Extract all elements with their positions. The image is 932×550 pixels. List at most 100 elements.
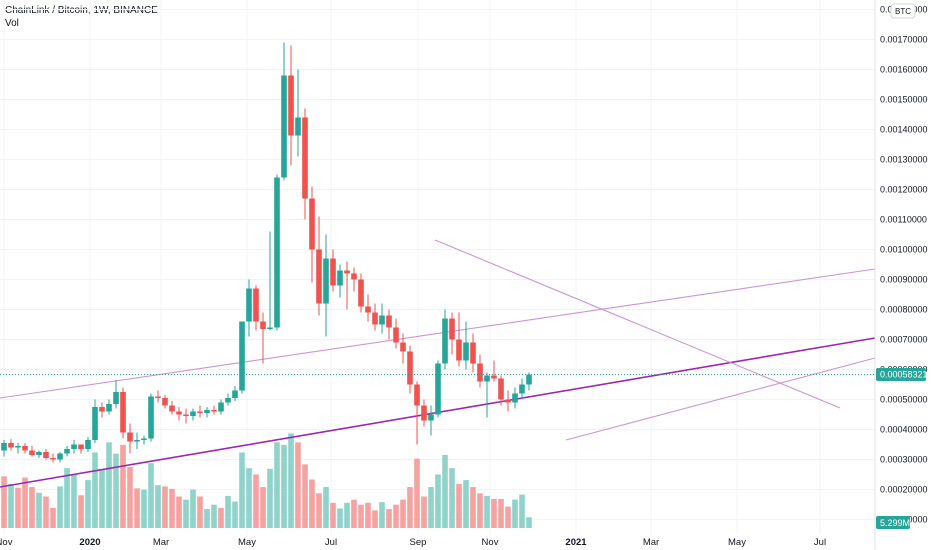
candle-body [281, 75, 287, 178]
candle-body [372, 312, 378, 325]
candle-body [456, 339, 462, 361]
last-price-tag: 0.00058321 [876, 368, 928, 382]
volume-bar [78, 495, 84, 528]
volume-value: 5.299M [880, 518, 910, 528]
candle-body [176, 411, 182, 415]
candle-body [498, 378, 504, 400]
price-tick-label: 0.00140000 [880, 125, 928, 135]
volume-bar [393, 504, 399, 528]
candle-body [8, 443, 14, 448]
volume-bar [428, 487, 434, 528]
volume-bar [50, 507, 56, 528]
volume-bar [211, 504, 217, 528]
candle-body [15, 446, 21, 448]
volume-bar [239, 452, 245, 528]
candle-body [64, 449, 70, 454]
candle-body [337, 270, 343, 286]
candle-body [1, 443, 7, 451]
time-tick-label: 2020 [79, 537, 100, 548]
volume-bar [330, 502, 336, 528]
candle-body [435, 363, 441, 415]
candle-body [85, 440, 91, 449]
time-tick-label: Jul [325, 537, 337, 548]
volume-bar [176, 496, 182, 528]
volume-bar [92, 452, 98, 528]
ascending-support-line[interactable] [565, 357, 876, 441]
volume-bar [197, 496, 203, 528]
volume-bar [232, 501, 238, 528]
candle-body [309, 198, 315, 250]
volume-bar [323, 487, 329, 528]
candle-body [358, 279, 364, 307]
volume-bar [127, 466, 133, 528]
candle-body [155, 396, 161, 398]
candle-body [407, 351, 413, 385]
volume-bar [246, 468, 252, 528]
volume-indicator-label[interactable]: Vol [5, 18, 19, 29]
candle-body [50, 458, 56, 460]
volume-bar [218, 507, 224, 528]
volume-bar [435, 474, 441, 528]
volume-bar [162, 486, 168, 528]
volume-bar [267, 468, 273, 528]
volume-bar [57, 486, 63, 528]
volume-bars [1, 433, 532, 528]
candle-body [22, 446, 28, 451]
candle-body [260, 321, 266, 329]
volume-bar [120, 444, 126, 528]
price-tick-label: 0.00110000 [880, 215, 927, 225]
candle-body [323, 258, 329, 304]
volume-bar [71, 474, 77, 528]
descending-resistance-line[interactable] [434, 239, 841, 409]
time-tick-label: Nov [482, 537, 499, 548]
volume-bar [365, 502, 371, 528]
candle-body [197, 411, 203, 413]
volume-bar [400, 499, 406, 528]
volume-bar [225, 495, 231, 528]
volume-bar [491, 499, 497, 528]
price-tick-label: 0.00030000 [880, 455, 928, 465]
time-tick-label: Nov [0, 537, 13, 548]
volume-bar [190, 489, 196, 528]
time-axis[interactable]: Nov 2020 Mar May Jul Sep Nov 2021 Mar May Jul [0, 537, 826, 548]
upper-channel-line[interactable] [0, 268, 876, 399]
price-tick-label: 0.00120000 [880, 185, 928, 195]
volume-bar [85, 480, 91, 528]
time-tick-label: Mar [643, 537, 659, 548]
candle-body [344, 270, 350, 274]
candle-body [379, 315, 385, 325]
candle-body [246, 288, 252, 322]
candle-body [36, 452, 42, 455]
volume-bar [505, 506, 511, 528]
price-tick-label: 0.00050000 [880, 395, 928, 405]
price-axis[interactable]: 0.000100000.000200000.000300000.00040000… [880, 5, 928, 525]
time-tick-label: Jul [814, 537, 826, 548]
price-tick-label: 0.00090000 [880, 275, 928, 285]
currency-label: BTC [895, 7, 911, 16]
candle-body [78, 444, 84, 449]
currency-badge[interactable]: BTC [890, 3, 916, 19]
volume-bar [169, 488, 175, 528]
volume-bar [141, 489, 147, 528]
candle-body [477, 363, 483, 382]
price-tick-label: 0.00130000 [880, 155, 928, 165]
time-tick-label: Sep [410, 537, 427, 548]
volume-bar [456, 483, 462, 528]
volume-bar [372, 510, 378, 528]
currency-badge-box [890, 3, 916, 19]
volume-bar [22, 477, 28, 528]
volume-bar [386, 509, 392, 528]
volume-tag-box [876, 516, 910, 529]
candle-body [365, 306, 371, 313]
volume-bar [442, 454, 448, 528]
candle-body [225, 398, 231, 403]
candle-body [71, 444, 77, 449]
volume-bar [281, 444, 287, 528]
candle-body [505, 399, 511, 403]
candle-body [386, 315, 392, 328]
candle-body [442, 318, 448, 364]
candle-body [414, 384, 420, 406]
time-tick-label: 2021 [565, 537, 587, 548]
volume-bar [337, 508, 343, 528]
